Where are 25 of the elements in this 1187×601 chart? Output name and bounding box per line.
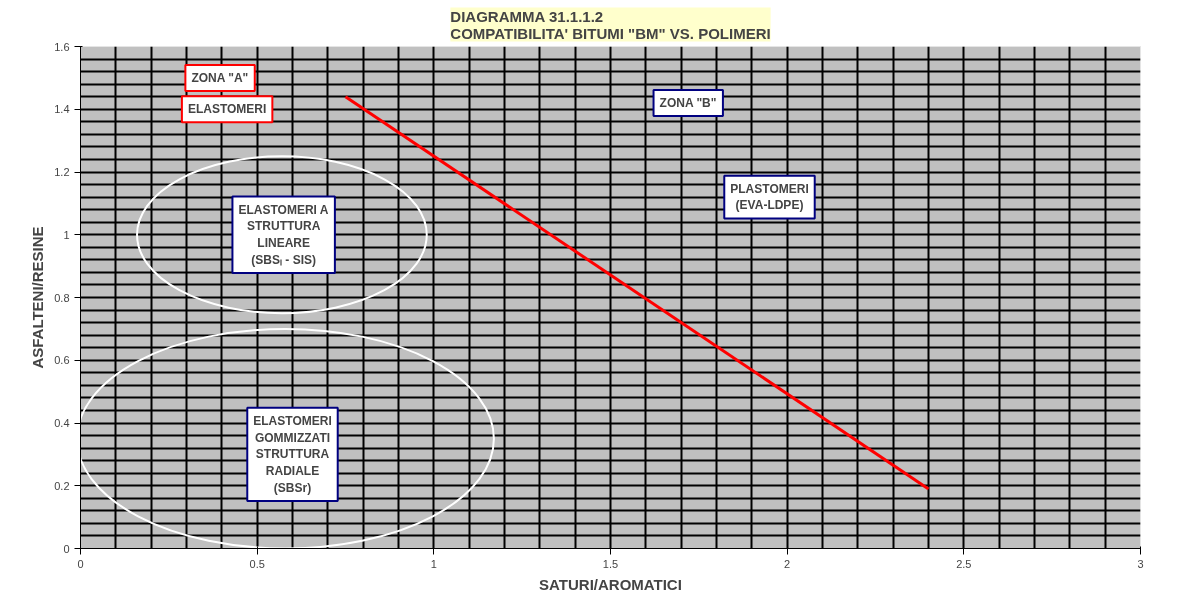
- x-tick-label: 1: [430, 557, 437, 570]
- y-tick-label: 1.6: [54, 40, 70, 53]
- x-tick-label: 2.5: [956, 557, 972, 570]
- chart-title: DIAGRAMMA 31.1.1.2 COMPATIBILITA' BITUMI "BM" VS. POLIMERI: [450, 7, 771, 42]
- y-tick-label: 1: [63, 228, 70, 241]
- x-tick-label: 0.5: [249, 557, 265, 570]
- y-tick-label: 0.8: [54, 291, 70, 304]
- y-tick-label: 0: [63, 542, 70, 555]
- y-axis-title: ASFALTENI/RESINE: [29, 226, 47, 369]
- annotation: ZONA "A": [191, 70, 249, 85]
- x-tick-label: 1.5: [602, 557, 619, 570]
- annotation: PLASTOMERI (EVA-LDPE): [730, 181, 809, 213]
- annotation: ZONA "B": [659, 95, 717, 110]
- annotation: ELASTOMERI GOMMIZZATI STRUTTURA RADIALE (SBSr): [253, 413, 332, 495]
- y-tick-label: 0.4: [54, 417, 70, 429]
- annotation: ELASTOMERI A STRUTTURA LINEARE (SBSₗ - SIS): [238, 202, 329, 267]
- y-tick-label: 1.4: [54, 103, 70, 116]
- x-tick-label: 3: [1137, 557, 1144, 570]
- y-tick-label: 1.2: [54, 166, 70, 178]
- x-tick-label: 2: [784, 557, 791, 570]
- y-tick-label: 0.2: [54, 479, 70, 492]
- y-tick-label: 0.6: [54, 354, 70, 367]
- x-axis-title: SATURI/AROMATICI: [539, 575, 682, 593]
- annotation: ELASTOMERI: [187, 102, 267, 117]
- x-tick-label: 0: [77, 557, 84, 570]
